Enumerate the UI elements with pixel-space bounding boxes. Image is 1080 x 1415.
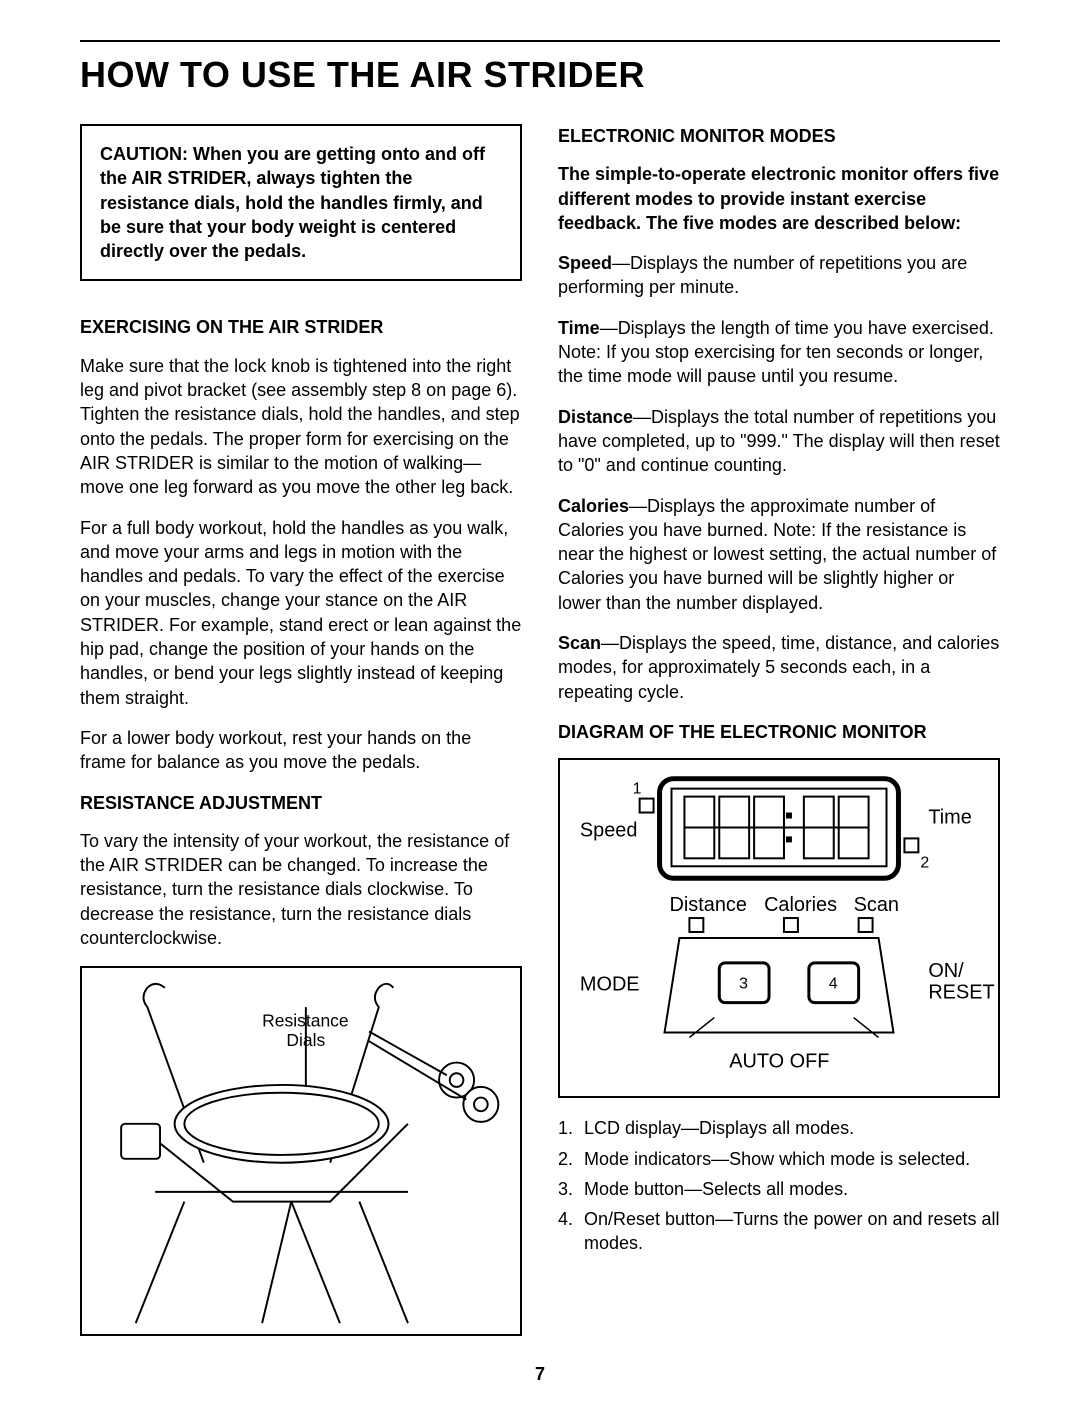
top-rule <box>80 40 1000 42</box>
label-reset: RESET <box>928 982 994 1004</box>
label-time: Time <box>928 807 971 829</box>
callout-1: 1 <box>633 781 642 798</box>
heading-exercising: EXERCISING ON THE AIR STRIDER <box>80 315 522 339</box>
columns: CAUTION: When you are getting onto and o… <box>80 124 1000 1336</box>
modes-intro: The simple-to-operate electronic monitor… <box>558 162 1000 235</box>
legend-num: 1. <box>558 1116 584 1140</box>
mode-item: Calories—Displays the approximate number… <box>558 494 1000 615</box>
monitor-diagram: 1 2 Speed Time Distance Calories Scan <box>558 758 1000 1098</box>
paragraph: For a full body workout, hold the handle… <box>80 516 522 710</box>
heading-resistance: RESISTANCE ADJUSTMENT <box>80 791 522 815</box>
legend-num: 2. <box>558 1147 584 1171</box>
legend-num: 3. <box>558 1177 584 1201</box>
label-autooff: AUTO OFF <box>729 1051 829 1073</box>
legend-item: 4. On/Reset button—Turns the power on an… <box>558 1207 1000 1256</box>
legend-item: 2. Mode indicators—Show which mode is se… <box>558 1147 1000 1171</box>
monitor-illustration: 1 2 Speed Time Distance Calories Scan <box>560 760 998 1096</box>
label-mode: MODE <box>580 974 640 996</box>
page-title: HOW TO USE THE AIR STRIDER <box>80 54 1000 96</box>
heading-monitor-diagram: DIAGRAM OF THE ELECTRONIC MONITOR <box>558 720 1000 744</box>
paragraph: For a lower body workout, rest your hand… <box>80 726 522 775</box>
mode-term: Time <box>558 318 600 338</box>
mode-desc: —Displays the speed, time, distance, and… <box>558 633 999 702</box>
right-column: ELECTRONIC MONITOR MODES The simple-to-o… <box>558 124 1000 1336</box>
label-on: ON/ <box>928 960 964 982</box>
legend-item: 3. Mode button—Selects all modes. <box>558 1177 1000 1201</box>
mode-desc: —Displays the number of repetitions you … <box>558 253 967 297</box>
legend: 1. LCD display—Displays all modes. 2. Mo… <box>558 1116 1000 1255</box>
mode-term: Speed <box>558 253 612 273</box>
mode-item: Scan—Displays the speed, time, distance,… <box>558 631 1000 704</box>
label-scan: Scan <box>854 894 899 916</box>
mode-item: Speed—Displays the number of repetitions… <box>558 251 1000 300</box>
mode-term: Scan <box>558 633 601 653</box>
callout-2: 2 <box>920 855 929 872</box>
diagram-label-line2: Dials <box>286 1030 325 1050</box>
mode-item: Distance—Displays the total number of re… <box>558 405 1000 478</box>
label-calories: Calories <box>764 894 837 916</box>
mode-desc: —Displays the length of time you have ex… <box>558 318 994 387</box>
label-speed: Speed <box>580 820 638 842</box>
legend-text: LCD display—Displays all modes. <box>584 1116 854 1140</box>
callout-3: 3 <box>739 976 748 993</box>
heading-modes: ELECTRONIC MONITOR MODES <box>558 124 1000 148</box>
caution-box: CAUTION: When you are getting onto and o… <box>80 124 522 281</box>
air-strider-illustration: Resistance Dials <box>92 978 510 1328</box>
mode-term: Calories <box>558 496 629 516</box>
left-column: CAUTION: When you are getting onto and o… <box>80 124 522 1336</box>
paragraph: Make sure that the lock knob is tightene… <box>80 354 522 500</box>
page-number: 7 <box>80 1364 1000 1385</box>
legend-text: On/Reset button—Turns the power on and r… <box>584 1207 1000 1256</box>
diagram-label-line1: Resistance <box>262 1011 349 1031</box>
page: HOW TO USE THE AIR STRIDER CAUTION: When… <box>0 0 1080 1415</box>
legend-text: Mode button—Selects all modes. <box>584 1177 848 1201</box>
legend-num: 4. <box>558 1207 584 1256</box>
resistance-diagram: Resistance Dials <box>80 966 522 1336</box>
mode-term: Distance <box>558 407 633 427</box>
callout-4: 4 <box>829 976 838 993</box>
label-distance: Distance <box>670 894 747 916</box>
mode-item: Time—Displays the length of time you hav… <box>558 316 1000 389</box>
paragraph: To vary the intensity of your workout, t… <box>80 829 522 950</box>
legend-text: Mode indicators—Show which mode is selec… <box>584 1147 970 1171</box>
legend-item: 1. LCD display—Displays all modes. <box>558 1116 1000 1140</box>
